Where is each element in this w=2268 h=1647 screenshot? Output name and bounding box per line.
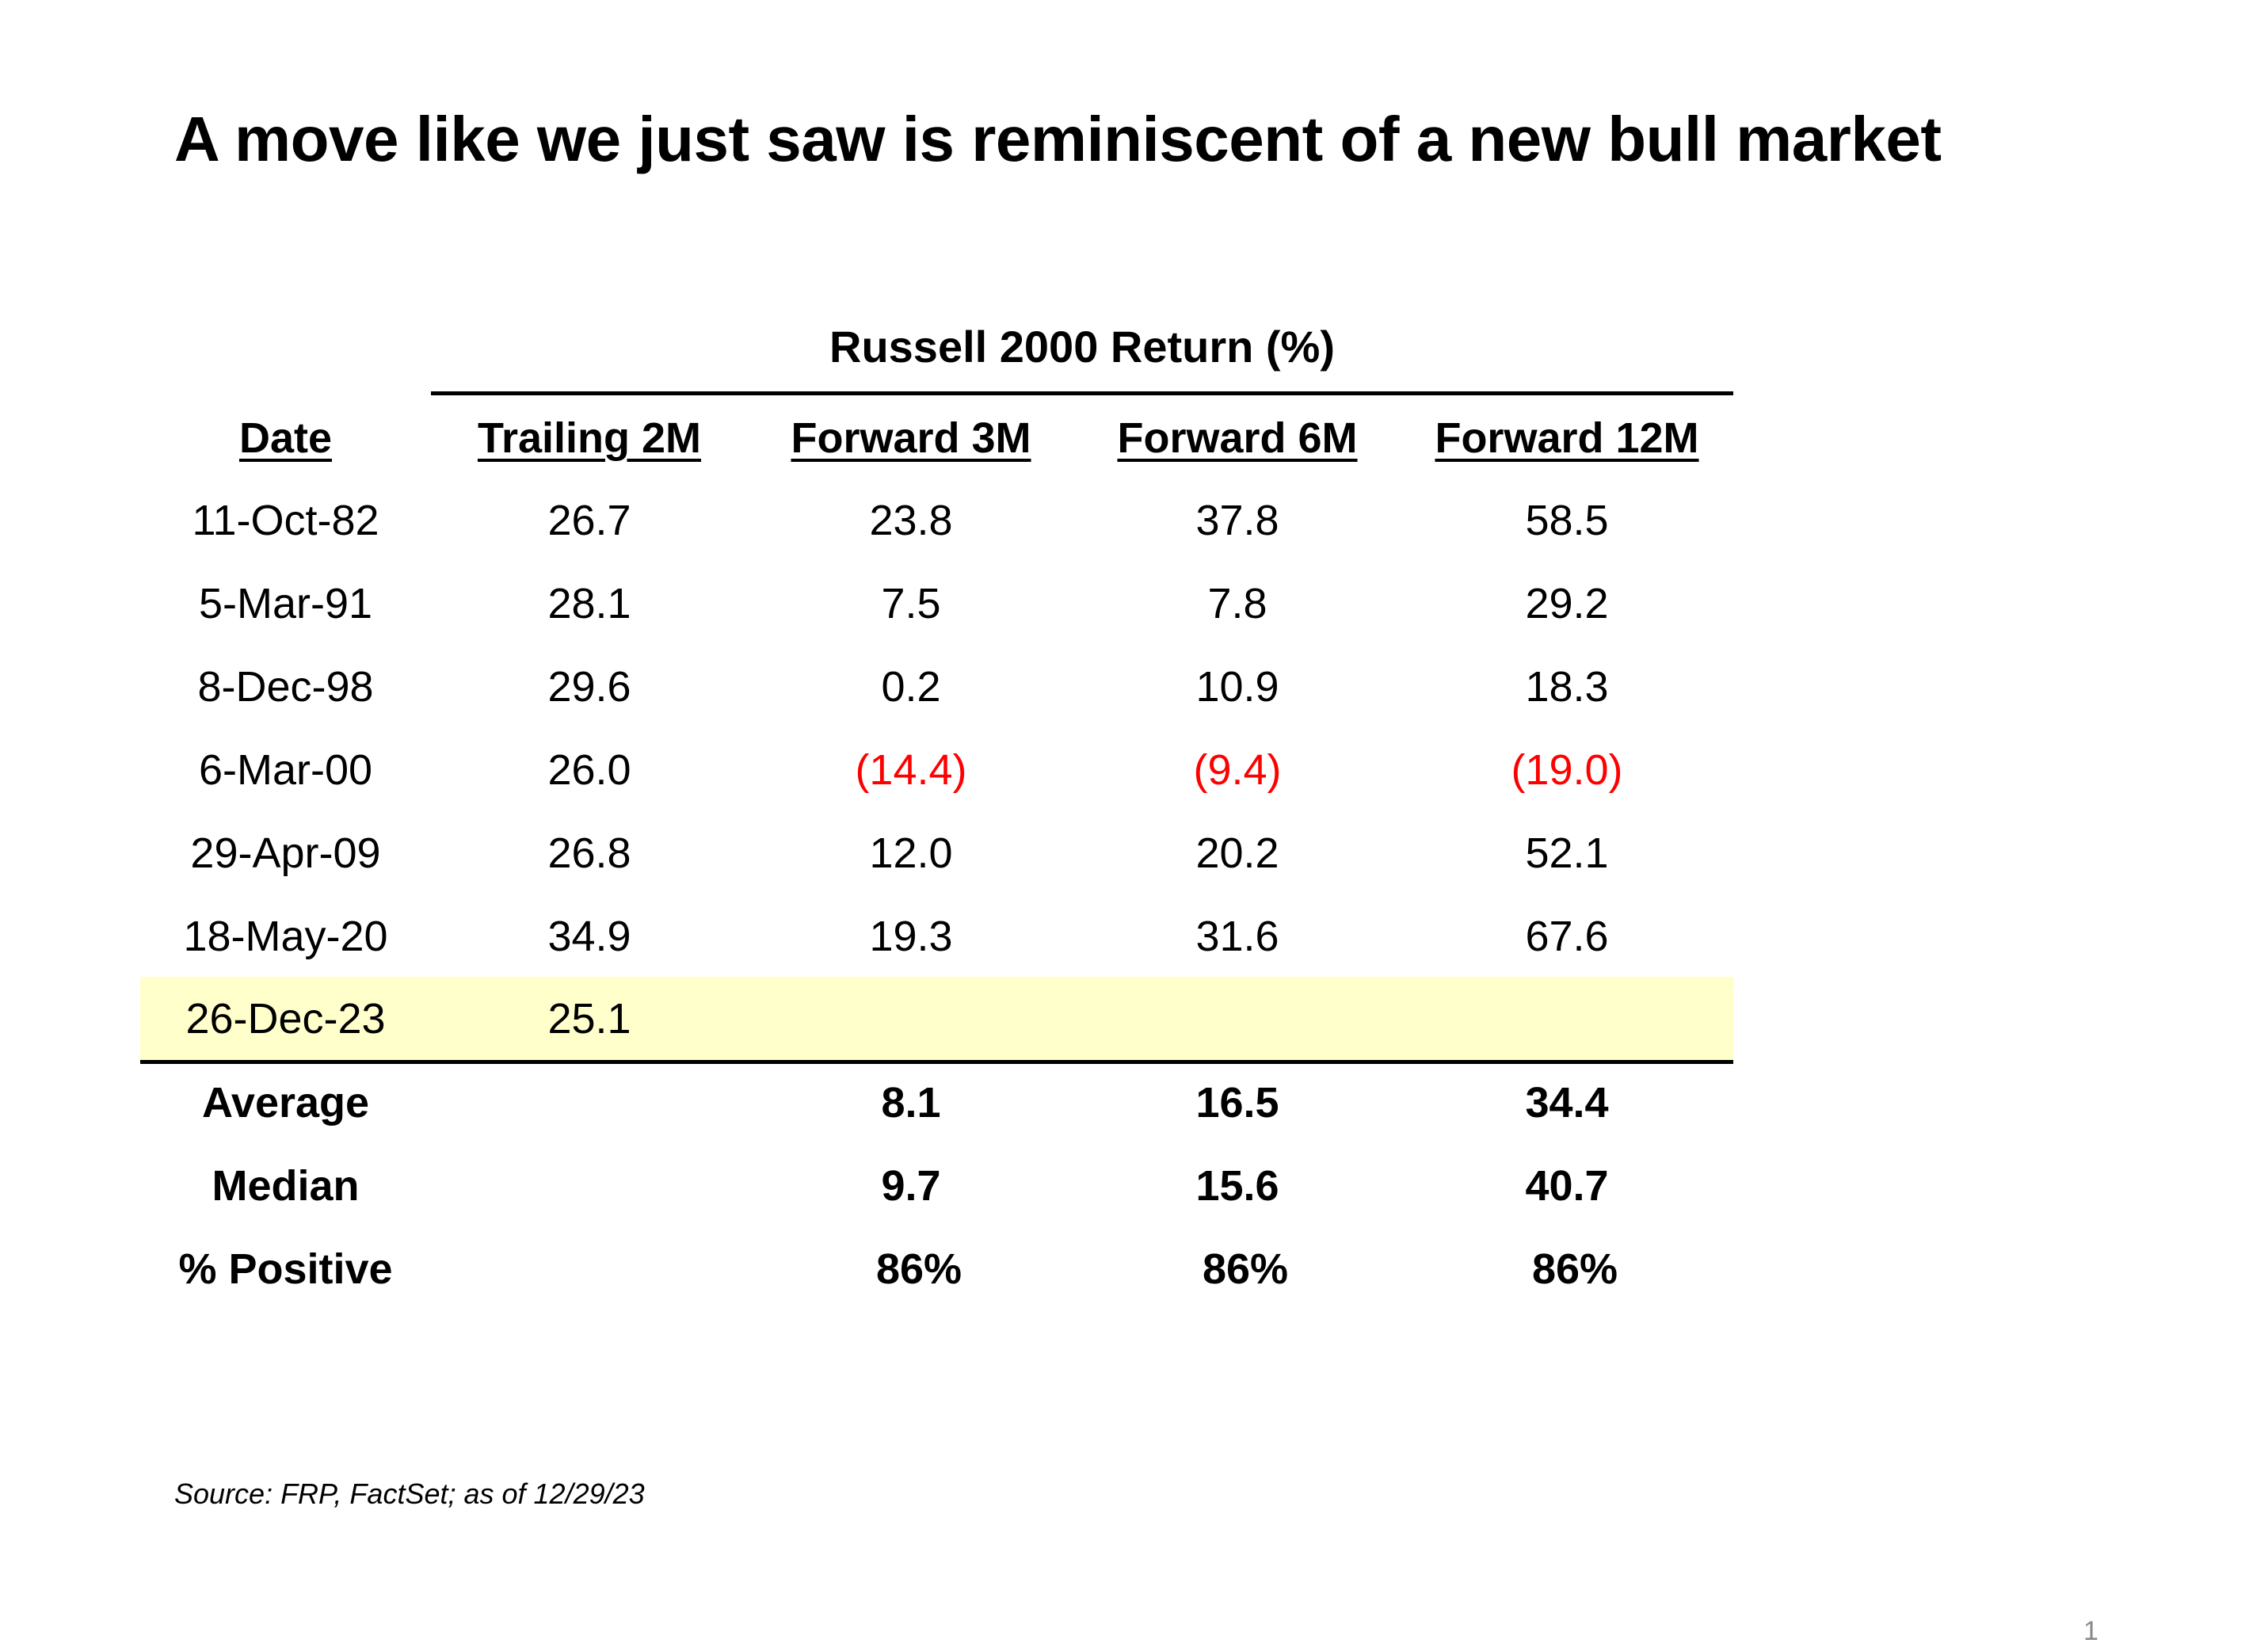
column-header-forward-6m: Forward 6M: [1117, 414, 1358, 462]
table-row-forward-3m: 7.5: [881, 580, 941, 627]
table-row-trailing-2m: 28.1: [547, 580, 631, 627]
summary-label-median: Median: [212, 1162, 360, 1210]
table-group-header: Russell 2000 Return (%): [829, 322, 1335, 372]
table-row-trailing-2m: 29.6: [547, 663, 631, 711]
table-row-forward-6m: 31.6: [1195, 913, 1279, 960]
table-row-forward-3m: 12.0: [869, 829, 953, 877]
table-row-forward-3m-negative: (14.4): [855, 746, 967, 794]
current-row-date: 26-Dec-23: [185, 995, 386, 1043]
page-number: 1: [2083, 1616, 2098, 1646]
table-row-forward-6m: 20.2: [1195, 829, 1279, 877]
summary-average-forward-3m: 8.1: [881, 1079, 941, 1127]
summary-median-forward-3m: 9.7: [881, 1162, 941, 1210]
table-row-forward-3m: 19.3: [869, 913, 953, 960]
table-row-forward-6m: 10.9: [1195, 663, 1279, 711]
highlighted-row-background: [140, 977, 1733, 1060]
summary-average-forward-12m: 34.4: [1525, 1079, 1609, 1127]
table-row-trailing-2m: 26.0: [547, 746, 631, 794]
source-note: Source: FRP, FactSet; as of 12/29/23: [174, 1477, 645, 1510]
summary-median-forward-12m: 40.7: [1525, 1162, 1609, 1210]
summary-positive-forward-6m: 86%: [1202, 1245, 1289, 1293]
table-row-forward-6m: 37.8: [1195, 497, 1279, 544]
table-row-trailing-2m: 26.7: [547, 497, 631, 544]
table-row-date: 5-Mar-91: [198, 580, 373, 627]
current-row-trailing-2m: 25.1: [547, 995, 631, 1043]
page-title: A move like we just saw is reminiscent o…: [174, 104, 1942, 174]
table-row-date: 18-May-20: [183, 913, 388, 960]
column-header-forward-3m: Forward 3M: [791, 414, 1031, 462]
table-row-date: 6-Mar-00: [198, 746, 373, 794]
table-row-forward-3m: 23.8: [869, 497, 953, 544]
summary-label-percent-positive: % Positive: [178, 1245, 393, 1293]
table-row-forward-12m: 52.1: [1525, 829, 1609, 877]
column-header-forward-12m: Forward 12M: [1435, 414, 1699, 462]
table-row-forward-6m: 7.8: [1207, 580, 1267, 627]
table-row-forward-12m-negative: (19.0): [1511, 746, 1623, 794]
column-header-trailing-2m: Trailing 2M: [477, 414, 702, 462]
table-row-trailing-2m: 34.9: [547, 913, 631, 960]
table-row-forward-12m: 29.2: [1525, 580, 1609, 627]
group-header-rule: [431, 391, 1733, 395]
column-header-date: Date: [238, 414, 333, 462]
table-row-forward-12m: 58.5: [1525, 497, 1609, 544]
summary-label-average: Average: [201, 1079, 370, 1127]
table-row-forward-12m: 67.6: [1525, 913, 1609, 960]
summary-median-forward-6m: 15.6: [1195, 1162, 1279, 1210]
table-divider-rule: [140, 1060, 1733, 1064]
table-row-date: 8-Dec-98: [197, 663, 374, 711]
table-row-forward-3m: 0.2: [881, 663, 941, 711]
summary-positive-forward-3m: 86%: [875, 1245, 962, 1293]
table-row-forward-6m-negative: (9.4): [1193, 746, 1282, 794]
table-row-date: 11-Oct-82: [192, 497, 379, 544]
summary-average-forward-6m: 16.5: [1195, 1079, 1279, 1127]
table-row-date: 29-Apr-09: [190, 829, 381, 877]
table-row-forward-12m: 18.3: [1525, 663, 1609, 711]
table-row-trailing-2m: 26.8: [547, 829, 631, 877]
summary-positive-forward-12m: 86%: [1531, 1245, 1618, 1293]
